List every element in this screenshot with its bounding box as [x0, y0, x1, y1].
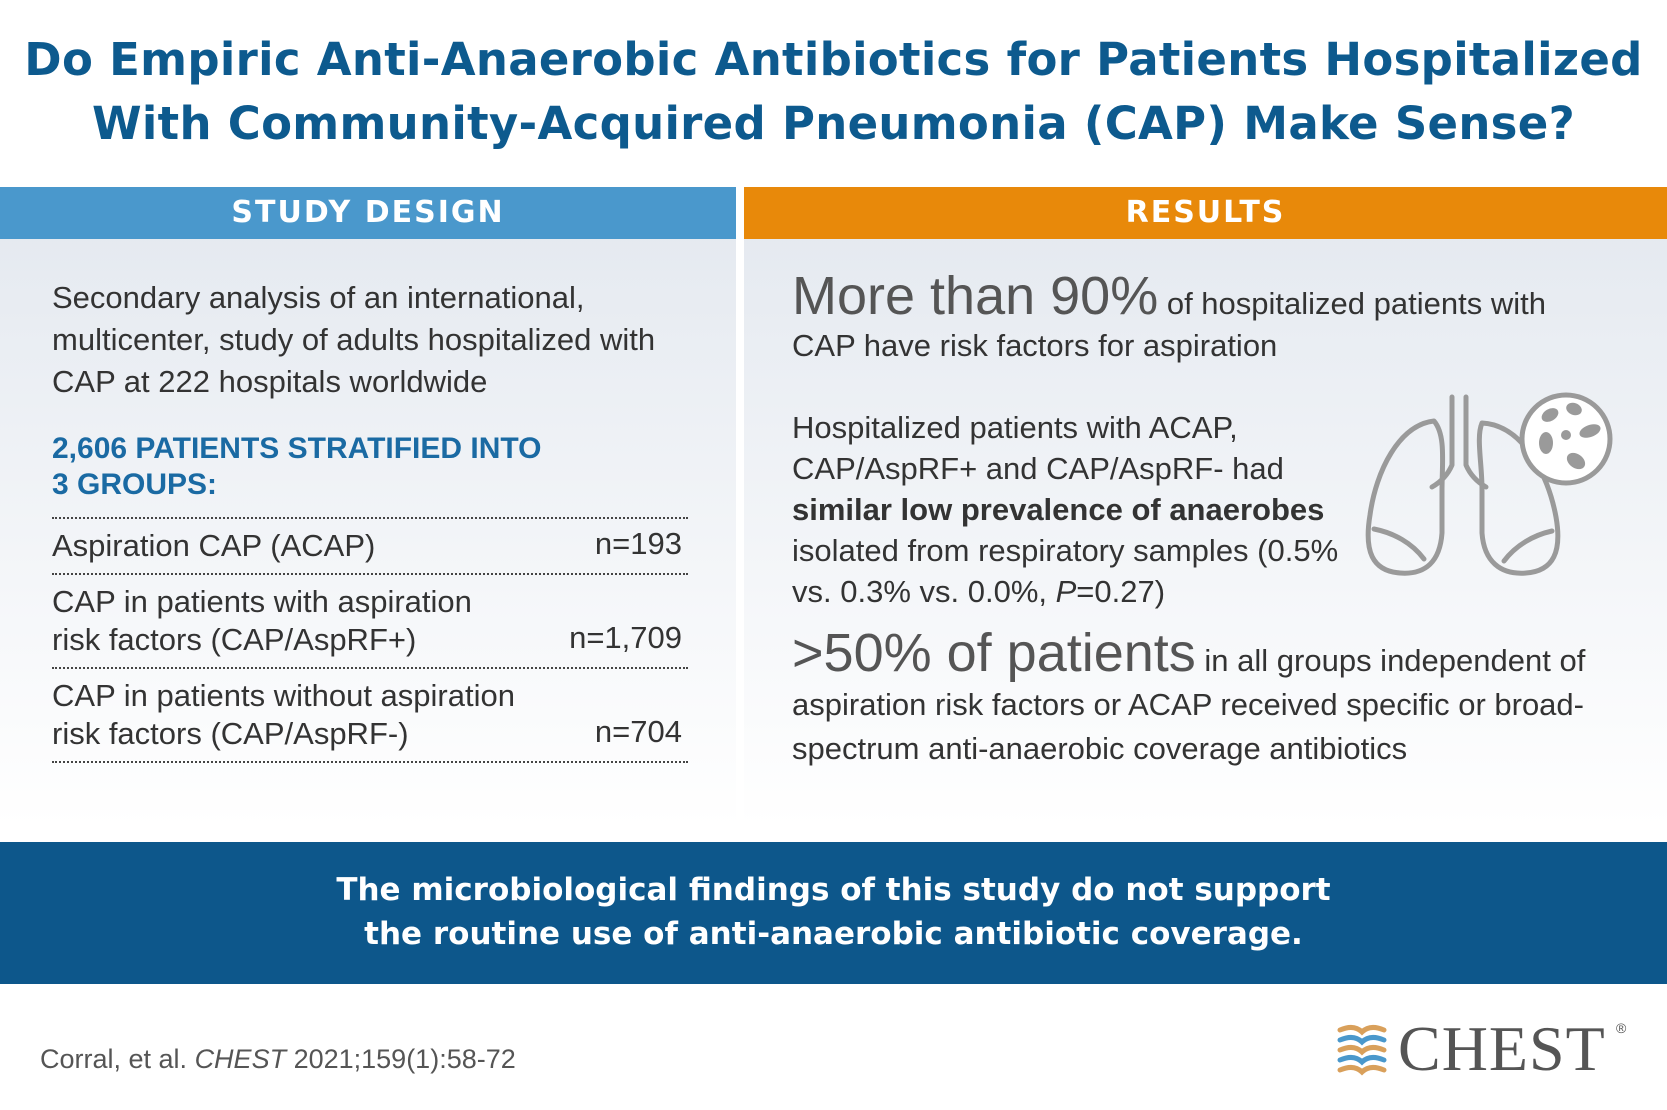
- result-antibiotic-coverage: >50% of patients in all groups independe…: [792, 631, 1622, 771]
- results-panel: RESULTS More than 90% of hospitalized pa…: [744, 187, 1667, 827]
- conclusion-banner: The microbiological findings of this stu…: [0, 842, 1667, 984]
- group-label: CAP in patients with aspiration: [52, 583, 552, 621]
- citation: Corral, et al. CHEST 2021;159(1):58-72: [40, 1044, 516, 1075]
- group-label: CAP in patients without aspiration: [52, 677, 552, 715]
- title-line-2: With Community-Acquired Pneumonia (CAP) …: [0, 92, 1667, 156]
- results-header: RESULTS: [744, 187, 1667, 239]
- citation-journal: CHEST: [195, 1044, 287, 1074]
- group-count: n=193: [595, 525, 682, 563]
- lungs-icon: [1354, 383, 1624, 603]
- citation-authors: Corral, et al.: [40, 1044, 195, 1074]
- chest-logo-icon: [1334, 1022, 1390, 1078]
- result-aspiration-risk: More than 90% of hospitalized patients w…: [792, 275, 1612, 367]
- stratification-heading: 2,606 PATIENTS STRATIFIED INTO 3 GROUPS:: [52, 431, 672, 503]
- result-2-bold: similar low prevalence of anaerobes: [792, 492, 1324, 527]
- result-anaerobe-prevalence: Hospitalized patients with ACAP, CAP/Asp…: [792, 407, 1362, 612]
- result-1-highlight: More than 90%: [792, 266, 1158, 326]
- bacteria-circle-icon: [1522, 395, 1610, 483]
- conclusion-line-2: the routine use of anti-anaerobic antibi…: [0, 912, 1667, 956]
- group-count: n=704: [595, 713, 682, 751]
- stratification-line-1: 2,606 PATIENTS STRATIFIED INTO: [52, 431, 672, 467]
- group-label: Aspiration CAP (ACAP): [52, 527, 552, 565]
- group-label-2: risk factors (CAP/AspRF+): [52, 621, 552, 659]
- group-count: n=1,709: [569, 619, 682, 657]
- result-3-highlight: >50% of patients: [792, 623, 1196, 683]
- registered-mark: ®: [1616, 1020, 1626, 1036]
- study-design-header: STUDY DESIGN: [0, 187, 736, 239]
- group-label-2: risk factors (CAP/AspRF-): [52, 715, 552, 753]
- group-row-asprf-plus: CAP in patients with aspiration risk fac…: [52, 575, 688, 669]
- title-line-1: Do Empiric Anti-Anaerobic Antibiotics fo…: [0, 28, 1667, 92]
- chest-logo: CHEST ®: [1334, 1016, 1634, 1082]
- group-row-acap: Aspiration CAP (ACAP) n=193: [52, 519, 688, 575]
- result-2-p: P: [1056, 574, 1077, 609]
- chest-logo-text: CHEST: [1398, 1016, 1606, 1082]
- group-list: Aspiration CAP (ACAP) n=193 CAP in patie…: [52, 517, 688, 763]
- result-2-pre: Hospitalized patients with ACAP, CAP/Asp…: [792, 410, 1284, 486]
- stratification-line-2: 3 GROUPS:: [52, 467, 672, 503]
- study-description: Secondary analysis of an international, …: [52, 277, 692, 403]
- result-2-end: =0.27): [1076, 574, 1165, 609]
- conclusion-line-1: The microbiological findings of this stu…: [0, 842, 1667, 912]
- study-design-panel: STUDY DESIGN Secondary analysis of an in…: [0, 187, 736, 827]
- group-row-asprf-minus: CAP in patients without aspiration risk …: [52, 669, 688, 763]
- page-title: Do Empiric Anti-Anaerobic Antibiotics fo…: [0, 28, 1667, 156]
- citation-ref: 2021;159(1):58-72: [286, 1044, 516, 1074]
